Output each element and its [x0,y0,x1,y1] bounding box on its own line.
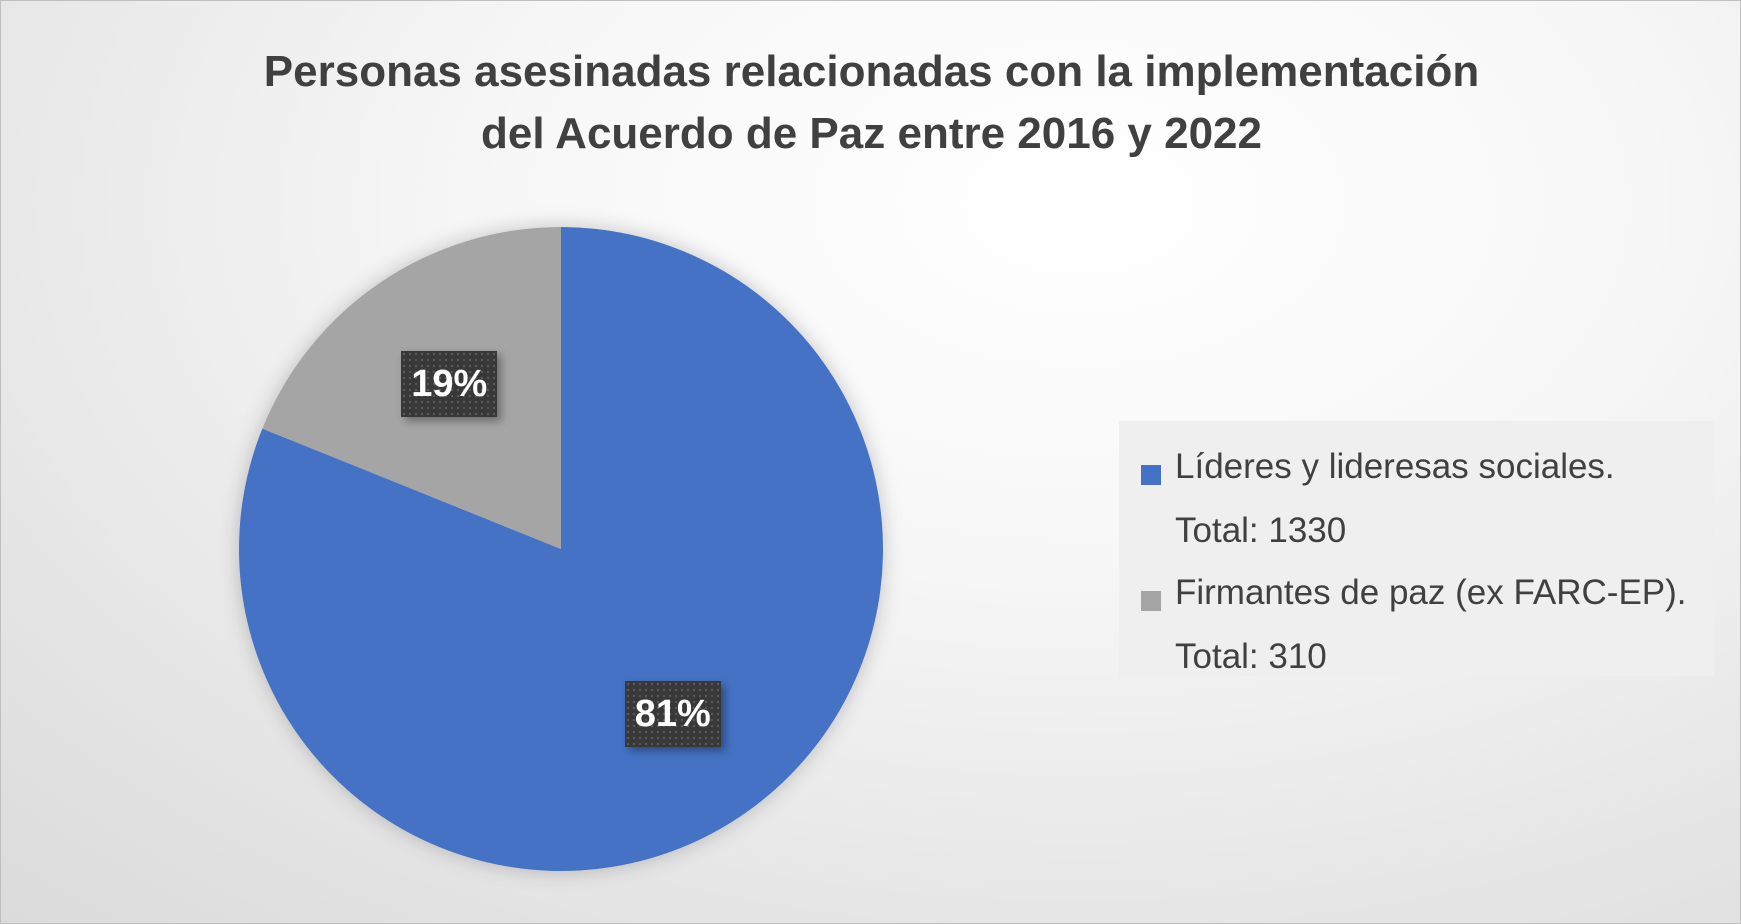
data-label-firmantes: 19% [401,350,498,417]
legend-label-firmantes-line-1: Firmantes de paz (ex FARC-EP). [1175,573,1687,612]
chart-title-line-2: del Acuerdo de Paz entre 2016 y 2022 [481,109,1262,158]
pie-slice-lideres [238,227,883,872]
legend-label-firmantes-line-2: Total: 310 [1175,637,1327,676]
legend-swatch-lideres [1141,465,1161,485]
legend-label-lideres-line-1: Líderes y lideresas sociales. [1175,447,1615,486]
legend-label-lideres-line-2: Total: 1330 [1175,511,1347,550]
legend-label-firmantes: Firmantes de paz (ex FARC-EP). Total: 31… [1175,561,1687,689]
legend: Líderes y lideresas sociales. Total: 133… [1119,421,1714,676]
legend-swatch-firmantes [1141,591,1161,611]
legend-label-lideres: Líderes y lideresas sociales. Total: 133… [1175,435,1615,563]
chart-title: Personas asesinadas relacionadas con la … [1,41,1740,165]
chart-title-line-1: Personas asesinadas relacionadas con la … [263,47,1480,96]
data-label-lideres: 81% [624,681,721,748]
